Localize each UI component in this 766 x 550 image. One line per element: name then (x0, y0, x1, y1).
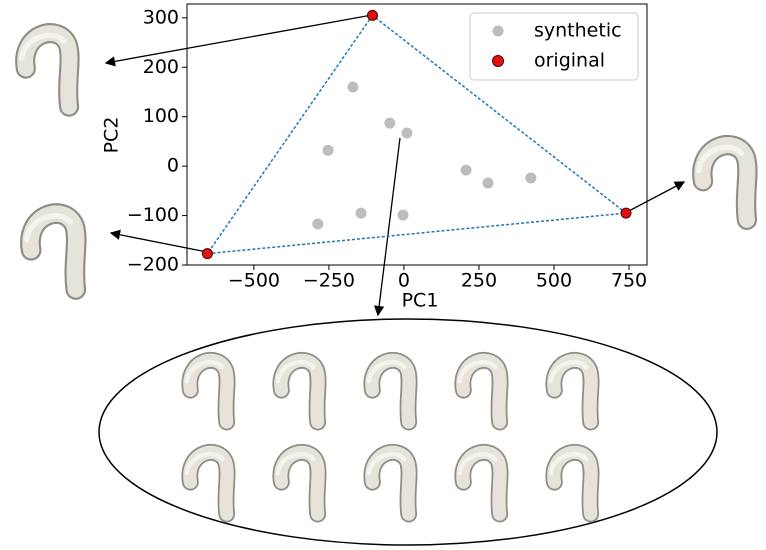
aorta-thumbnail (551, 360, 591, 422)
arrow (104, 14, 373, 67)
arrow (626, 181, 686, 213)
y-tick-label: −200 (127, 254, 179, 276)
point (397, 209, 409, 221)
aorta-thumbnail (551, 452, 591, 514)
aorta-thumbnail (27, 214, 76, 290)
x-tick-label: 500 (536, 270, 572, 292)
aorta-thumbnail (22, 33, 70, 107)
plot-frame (186, 3, 648, 266)
x-tick-label: 250 (461, 270, 497, 292)
aorta-thumbnail (278, 360, 318, 422)
thumbnails (22, 33, 748, 546)
arrows (104, 14, 686, 317)
plot: −500 −250 0 250 500 750 −200 −100 0 100 200 300 synt… (127, 3, 648, 292)
x-axis-label: PC1 (402, 290, 439, 312)
y-tick-label: 0 (167, 155, 179, 177)
aorta-thumbnail (699, 145, 748, 220)
samples-ellipse (98, 318, 718, 546)
aorta-thumbnail (460, 360, 500, 422)
arrow (373, 137, 401, 317)
point (312, 218, 324, 230)
point (201, 248, 213, 260)
point (460, 164, 472, 176)
y-tick-label: 300 (143, 6, 179, 28)
arrow (109, 229, 208, 253)
aorta-thumbnail (369, 360, 409, 422)
aorta-thumbnail (278, 452, 318, 514)
point (347, 81, 359, 93)
point (525, 172, 537, 184)
legend-marker (492, 55, 504, 67)
legend-marker (492, 25, 504, 37)
hull-outline (205, 14, 628, 255)
legend-label: synthetic (534, 20, 622, 42)
point (620, 207, 632, 219)
point (384, 117, 396, 129)
x-tick-label: −500 (228, 270, 280, 292)
point (366, 9, 378, 21)
aorta-thumbnail (369, 452, 409, 514)
point (401, 127, 413, 139)
x-tick-label: 750 (611, 270, 647, 292)
point (482, 177, 494, 189)
legend-label: original (534, 50, 605, 72)
aorta-thumbnail (460, 452, 500, 514)
x-tick-label: −250 (303, 270, 355, 292)
aorta-thumbnail (187, 360, 227, 422)
point (322, 144, 334, 156)
thumbnail-grid (187, 360, 591, 514)
legend-box (469, 12, 639, 81)
point (355, 207, 367, 219)
aorta-thumbnail (187, 452, 227, 514)
y-tick-label: −100 (127, 204, 179, 226)
y-tick-label: 200 (143, 56, 179, 78)
y-axis-label: PC2 (101, 117, 123, 154)
x-tick-label: 0 (398, 270, 410, 292)
y-tick-label: 100 (143, 105, 179, 127)
